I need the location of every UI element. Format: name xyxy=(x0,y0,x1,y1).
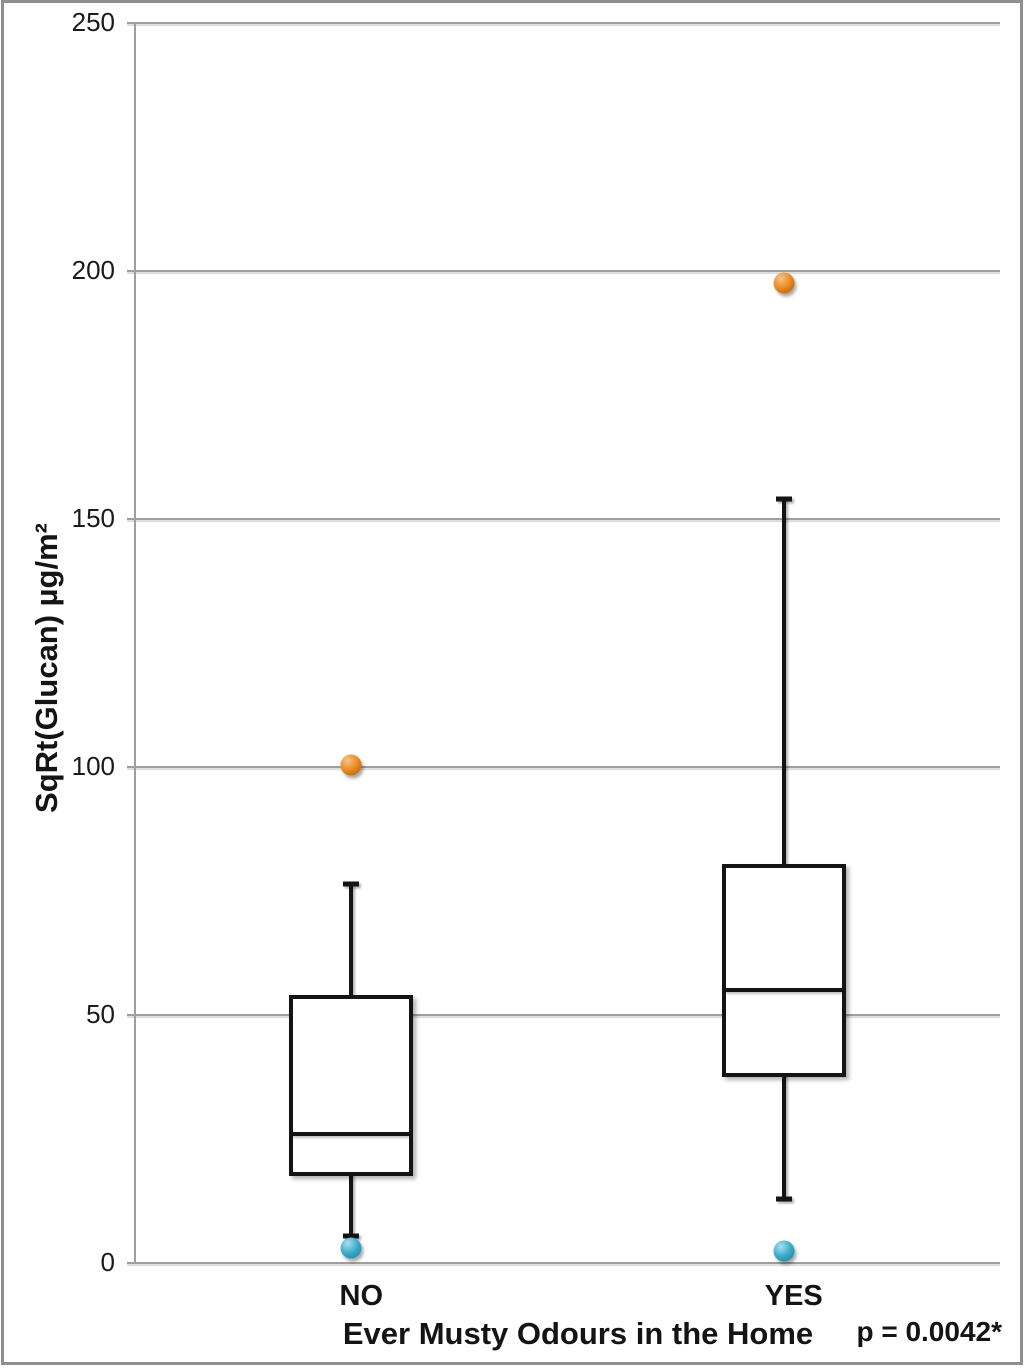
x-axis-title: Ever Musty Odours in the Home xyxy=(342,1316,814,1351)
whisker-YES xyxy=(781,499,786,1199)
y-tick-label-100: 100 xyxy=(71,750,115,781)
whisker-cap-high-NO xyxy=(343,881,360,887)
y-tick-label-150: 150 xyxy=(71,502,115,533)
y-tick-label-200: 200 xyxy=(71,254,115,285)
whisker-cap-low-YES xyxy=(775,1196,792,1202)
category-label-YES: YES xyxy=(764,1280,823,1312)
gridline-y-100 xyxy=(127,766,1000,768)
median-line-YES xyxy=(725,988,842,993)
category-label-NO: NO xyxy=(339,1280,384,1312)
whisker-cap-low-NO xyxy=(343,1233,360,1239)
y-tick-label-0: 0 xyxy=(100,1246,115,1277)
gridline-y-150 xyxy=(127,518,1000,520)
gridline-y-50 xyxy=(127,1014,1000,1016)
median-line-NO xyxy=(293,1132,410,1137)
p-value-annotation: p = 0.0042* xyxy=(856,1316,1002,1347)
whisker-cap-high-YES xyxy=(775,496,792,502)
y-axis-line xyxy=(134,23,136,1264)
outlier-low-YES-0 xyxy=(773,1240,795,1262)
outlier-high-YES-0 xyxy=(773,272,795,294)
y-tick-label-50: 50 xyxy=(86,998,115,1029)
y-tick-label-250: 250 xyxy=(71,6,115,37)
iqr-box-YES xyxy=(721,863,846,1077)
outlier-low-NO-0 xyxy=(340,1237,362,1259)
outlier-high-NO-0 xyxy=(340,754,362,776)
iqr-box-NO xyxy=(289,995,414,1177)
gridline-y-200 xyxy=(127,270,1000,272)
gridline-y-0 xyxy=(127,1262,1000,1264)
gridline-y-250 xyxy=(127,22,1000,24)
